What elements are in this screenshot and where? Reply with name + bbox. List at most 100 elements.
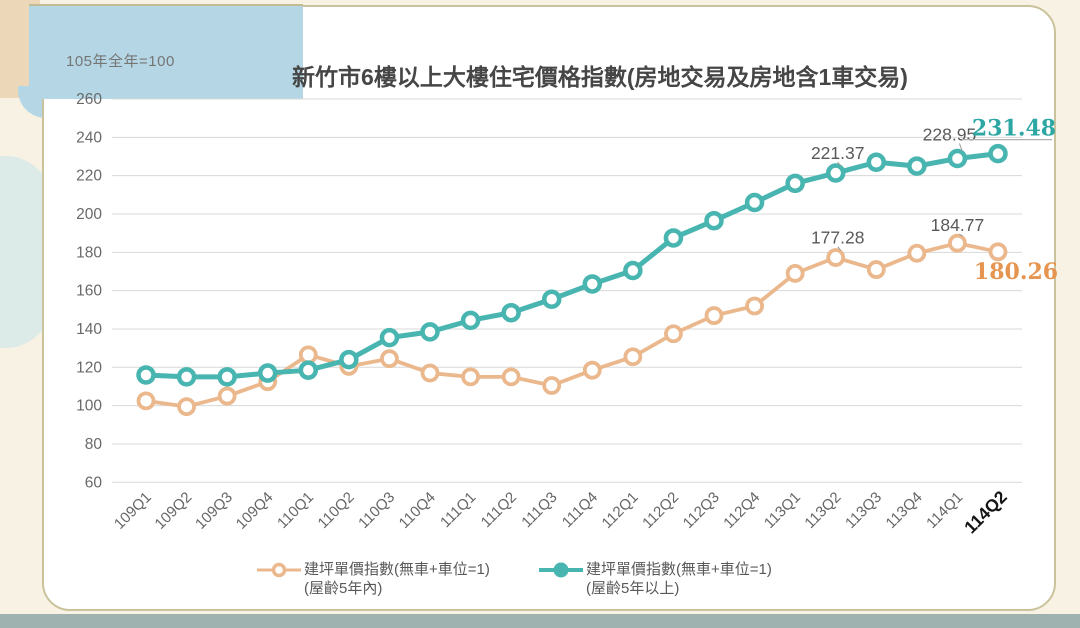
data-point-marker — [704, 210, 724, 231]
y-tick-label: 200 — [76, 206, 102, 223]
data-point-marker — [745, 296, 764, 316]
data-point-marker — [744, 192, 765, 213]
data-label-180.26: 180.26 — [974, 259, 1058, 285]
data-point-marker — [948, 233, 967, 253]
data-label-184.77: 184.77 — [931, 215, 985, 235]
legend-label-line2: (屋齡5年內) — [304, 580, 383, 597]
data-point-marker — [825, 163, 846, 183]
x-tick-label: 110Q4 — [396, 489, 439, 532]
data-label-228.95: 228.95 — [923, 125, 977, 145]
data-point-marker — [501, 367, 521, 387]
label-leader-line — [959, 233, 963, 237]
x-tick-label: 113Q1 — [761, 489, 804, 532]
data-point-marker — [785, 173, 805, 194]
data-point-marker — [380, 349, 399, 369]
y-tick-label: 160 — [76, 283, 102, 300]
gridlines — [112, 98, 1022, 483]
data-point-marker — [420, 363, 440, 383]
y-tick-label: 140 — [76, 321, 102, 338]
legend-label-age-under-5y: 建坪單價指數(無車+車位=1) (屋齡5年內) — [304, 560, 490, 598]
data-label-231.48: 231.48 — [972, 116, 1056, 142]
data-point-marker — [542, 376, 562, 395]
legend-item-age-over-5y: 建坪單價指數(無車+車位=1) (屋齡5年以上) — [538, 560, 772, 598]
x-tick-label: 109Q3 — [192, 489, 236, 533]
label-leader-line — [837, 161, 842, 167]
data-point-marker — [826, 248, 846, 267]
data-point-marker — [217, 386, 237, 406]
data-label-221.37: 221.37 — [811, 143, 865, 163]
y-tick-label: 100 — [76, 398, 102, 415]
legend-label-line1: 建坪單價指數(無車+車位=1) — [304, 561, 490, 578]
x-tick-label: 113Q3 — [842, 489, 885, 532]
chart-title: 新竹市6樓以上大樓住宅價格指數(房地交易及房地含1車交易) — [292, 64, 908, 90]
data-point-marker — [988, 242, 1008, 262]
y-tick-label: 180 — [76, 244, 102, 261]
x-tick-label: 111Q3 — [518, 489, 560, 531]
data-point-marker — [420, 322, 440, 342]
data-point-marker — [461, 367, 480, 387]
legend-item-age-under-5y: 建坪單價指數(無車+車位=1) (屋齡5年內) — [256, 560, 490, 598]
data-point-marker — [298, 345, 318, 365]
data-point-marker — [785, 264, 805, 283]
bottom-accent-bar — [0, 614, 1080, 628]
data-point-marker — [257, 363, 278, 383]
x-tick-label: 112Q2 — [639, 489, 682, 532]
x-tick-label: 109Q2 — [152, 489, 196, 533]
data-point-marker — [988, 143, 1008, 164]
data-point-marker — [907, 156, 927, 176]
y-tick-label: 80 — [85, 436, 103, 453]
decorative-blue-bar — [29, 4, 303, 99]
series-age-over-5y — [136, 143, 1008, 387]
data-point-marker — [947, 148, 968, 169]
data-point-marker — [907, 243, 927, 263]
data-point-marker — [623, 347, 643, 367]
x-tick-label: 111Q2 — [478, 489, 520, 531]
x-tick-label-current: 114Q2 — [960, 486, 1011, 537]
data-point-marker — [339, 349, 359, 370]
x-tick-label: 110Q3 — [355, 489, 398, 532]
data-point-marker — [217, 367, 237, 387]
data-point-marker — [176, 367, 197, 387]
x-tick-label: 111Q1 — [437, 489, 479, 531]
legend-marker-orange-icon — [257, 562, 301, 578]
data-point-marker — [177, 397, 196, 416]
data-point-marker — [379, 327, 400, 348]
chart-card — [42, 5, 1056, 611]
y-tick-label: 240 — [76, 129, 102, 146]
data-point-marker — [866, 260, 886, 279]
data-point-marker — [663, 228, 684, 248]
data-point-marker — [623, 260, 643, 281]
data-point-marker — [501, 302, 521, 323]
data-point-marker — [136, 365, 156, 385]
data-point-marker — [704, 306, 724, 325]
x-tick-label: 112Q1 — [599, 489, 642, 532]
y-axis-ticks: 60 80 100 120 140 160 180 200 220 240 260 — [76, 91, 102, 491]
legend-label-line2: (屋齡5年以上) — [586, 580, 680, 597]
data-point-marker — [460, 310, 481, 331]
x-tick-label: 109Q1 — [111, 489, 155, 533]
label-leader-line — [958, 143, 963, 152]
series-age-under-5y — [136, 233, 1008, 416]
data-point-marker — [541, 289, 562, 310]
data-point-marker — [582, 274, 603, 294]
legend-label-line1: 建坪單價指數(無車+車位=1) — [586, 561, 772, 578]
y-tick-label: 60 — [85, 474, 103, 491]
x-tick-label: 110Q1 — [274, 489, 317, 532]
data-point-marker — [582, 360, 602, 380]
series-line — [145, 241, 999, 409]
x-tick-label: 113Q4 — [883, 489, 926, 532]
x-tick-label: 112Q3 — [680, 489, 723, 532]
y-tick-label: 120 — [76, 359, 102, 376]
x-axis-labels: 109Q1109Q2109Q3109Q4110Q1110Q2110Q3110Q4… — [111, 486, 1011, 537]
x-tick-label: 112Q4 — [720, 489, 763, 532]
data-label-177.28: 177.28 — [811, 228, 865, 248]
y-tick-label: 220 — [76, 168, 102, 185]
x-tick-label: 109Q4 — [233, 489, 277, 533]
data-point-marker — [664, 324, 683, 344]
x-tick-label: 110Q2 — [315, 489, 358, 532]
y-tick-label: 260 — [76, 91, 102, 108]
legend-label-age-over-5y: 建坪單價指數(無車+車位=1) (屋齡5年以上) — [586, 560, 772, 598]
